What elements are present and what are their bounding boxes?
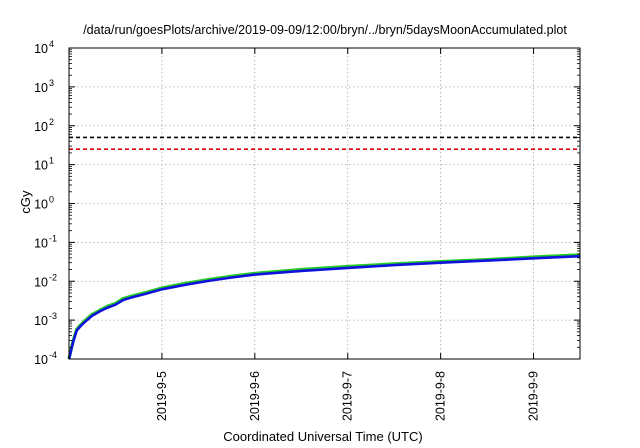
y-tick-exponent: 0	[49, 195, 54, 205]
x-tick-label: 2019-9-7	[341, 371, 355, 421]
y-tick-label: 10	[34, 42, 48, 56]
y-tick-exponent: -4	[49, 350, 57, 360]
thresholds	[69, 136, 580, 150]
y-tick-label: 10	[34, 120, 48, 134]
x-axis-label: Coordinated Universal Time (UTC)	[223, 429, 422, 444]
x-tick-label: 2019-9-8	[434, 371, 448, 421]
y-tick-exponent: -2	[49, 272, 57, 282]
y-axis-label: cGy	[18, 190, 33, 214]
y-tick-label: 10	[34, 353, 48, 367]
y-tick-label: 10	[34, 275, 48, 289]
chart-title: /data/run/goesPlots/archive/2019-09-09/1…	[83, 23, 567, 37]
y-tick-label: 10	[34, 314, 48, 328]
grid	[69, 48, 580, 359]
y-tick-exponent: -3	[49, 311, 57, 321]
y-tick-label: 10	[34, 81, 48, 95]
y-tick-exponent: 1	[49, 156, 54, 166]
y-tick-label: 10	[34, 198, 48, 212]
x-tick-label: 2019-9-9	[527, 371, 541, 421]
series	[67, 253, 581, 360]
series-line	[67, 254, 581, 360]
x-tick-label: 2019-9-5	[155, 371, 169, 421]
x-tick-label: 2019-9-6	[248, 371, 262, 421]
y-tick-exponent: 4	[49, 39, 54, 49]
y-tick-label: 10	[34, 159, 48, 173]
y-tick-exponent: 3	[49, 78, 54, 88]
y-tick-exponent: -1	[49, 233, 57, 243]
y-tick-exponent: 2	[49, 117, 54, 127]
y-tick-label: 10	[34, 236, 48, 250]
